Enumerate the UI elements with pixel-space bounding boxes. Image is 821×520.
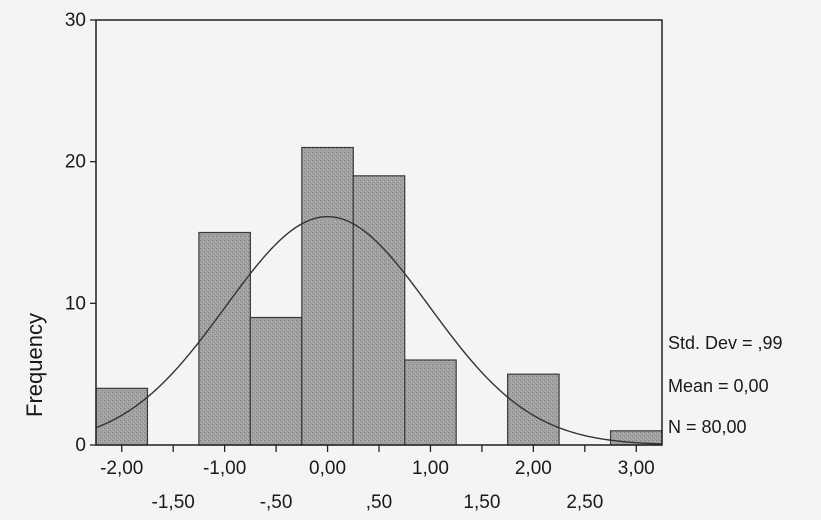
x-tick-label: ,50: [366, 492, 392, 513]
histogram-bar: [249, 316, 303, 446]
x-tick-label: 0,00: [309, 458, 346, 479]
mean-stat: Mean = 0,00: [668, 376, 769, 396]
x-tick-label: 2,00: [515, 458, 552, 479]
x-tick-label: -1,50: [152, 492, 195, 513]
y-axis-label: Frequency: [22, 313, 47, 417]
x-axis: -2,00 -1,00 0,00 1,00 2,00 3,00 -1,50 -,50 ,50 1,…: [100, 445, 655, 513]
normal-curve-line: [95, 215, 663, 445]
histogram-bar: [507, 373, 560, 446]
y-tick-label: 0: [75, 435, 86, 456]
y-tick-label: 10: [65, 293, 86, 314]
histogram-bar: [95, 387, 149, 446]
histogram-bars: [95, 146, 663, 446]
x-tick-label: 1,50: [463, 492, 500, 513]
histogram-bar: [198, 231, 251, 446]
n-stat: N = 80,00: [668, 417, 747, 437]
normal-curve: [95, 215, 663, 445]
histogram-bar: [301, 146, 354, 446]
histogram-bar: [352, 175, 406, 446]
x-tick-label: 1,00: [412, 458, 449, 479]
histogram-bar: [404, 359, 457, 446]
x-tick-label: 3,00: [618, 458, 655, 479]
x-tick-label: -,50: [260, 492, 293, 513]
x-tick-label: -2,00: [100, 458, 143, 479]
x-tick-label: -1,00: [203, 458, 246, 479]
std-dev-stat: Std. Dev = ,99: [668, 333, 783, 353]
y-tick-label: 20: [65, 152, 86, 173]
x-tick-label: 2,50: [566, 492, 603, 513]
y-tick-label: 30: [65, 10, 86, 31]
y-axis: 0 10 20 30: [65, 10, 96, 456]
